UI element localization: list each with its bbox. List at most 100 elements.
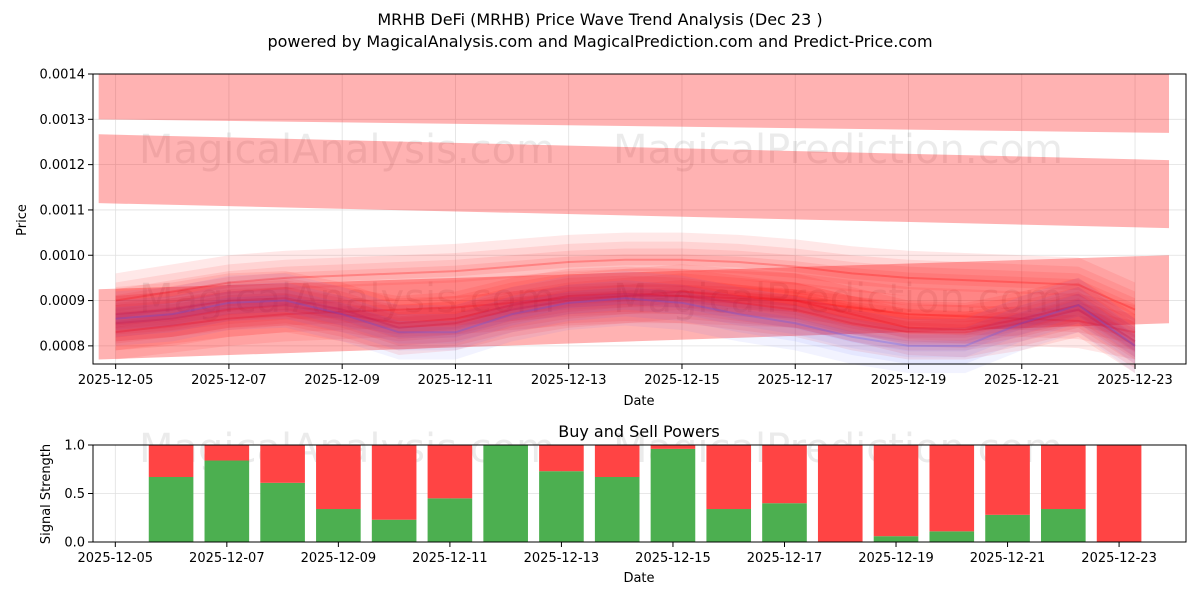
upper-wave-band — [98, 74, 1170, 133]
sell-bar — [260, 445, 305, 483]
watermark-prediction-top: MagicalPrediction.com — [613, 127, 1063, 173]
sell-bar — [427, 445, 473, 499]
wave-5-ribbon — [115, 292, 1136, 352]
wave-4-ribbon — [115, 284, 1136, 344]
buy-bar — [650, 448, 696, 542]
sell-bar — [873, 445, 919, 537]
wave-3-ribbon — [115, 241, 1136, 328]
sell-bar — [1041, 445, 1086, 510]
price-y-tick-label: 0.0009 — [40, 294, 86, 309]
signal-x-tick-label: 2025-12-11 — [412, 551, 488, 566]
price-waves — [115, 232, 1136, 374]
wave-1-line — [115, 290, 1136, 343]
price-x-tick-label: 2025-12-21 — [984, 373, 1060, 388]
price-y-tick-label: 0.0008 — [40, 339, 86, 354]
price-x-tick-label: 2025-12-15 — [644, 373, 720, 388]
sell-bar — [539, 445, 584, 472]
middle-wave-band — [98, 134, 1170, 229]
sell-bar — [985, 445, 1030, 515]
signal-y-axis: 0.0 0.5 1.0 — [64, 439, 93, 551]
sell-bar — [1096, 445, 1142, 542]
buy-bar — [1041, 509, 1086, 542]
wave-2-line — [115, 292, 1136, 347]
wave-2-ribbon — [115, 266, 1136, 374]
price-watermarks: MagicalAnalysis.com MagicalPrediction.co… — [139, 127, 1063, 322]
buy-bar — [260, 482, 305, 542]
price-bands — [98, 74, 1170, 360]
wave-1-ribbon — [115, 286, 1136, 347]
signal-panel: Buy and Sell Powers MagicalAnalysis.com … — [39, 422, 1187, 586]
buy-bar — [539, 471, 584, 542]
wave-5-ribbon — [115, 286, 1136, 358]
sell-bar — [316, 445, 361, 510]
wave-4-ribbon — [115, 277, 1136, 351]
buy-bar — [148, 477, 194, 542]
price-x-axis: 2025-12-05 2025-12-07 2025-12-09 2025-12-11… — [78, 364, 1173, 388]
price-panel: MagicalAnalysis.com MagicalPrediction.co… — [15, 68, 1187, 409]
buy-bar — [427, 498, 473, 542]
watermark-prediction-mid: MagicalPrediction.com — [613, 276, 1063, 322]
signal-x-tick-label: 2025-12-21 — [970, 551, 1046, 566]
price-x-tick-label: 2025-12-11 — [418, 373, 494, 388]
lower-wave-band — [98, 255, 1170, 360]
signal-x-tick-label: 2025-12-07 — [189, 551, 265, 566]
buy-bar — [929, 531, 975, 542]
wave-1-ribbon — [115, 264, 1136, 369]
signal-x-tick-label: 2025-12-17 — [747, 551, 823, 566]
signal-x-tick-label: 2025-12-09 — [301, 551, 377, 566]
sell-bar — [706, 445, 752, 510]
wave-5-ribbon — [115, 280, 1136, 364]
buy-bar — [483, 445, 528, 542]
buy-bar — [762, 503, 807, 542]
sell-bar — [148, 445, 194, 478]
sell-bar — [204, 445, 250, 461]
signal-x-tick-label: 2025-12-15 — [635, 551, 711, 566]
buy-bar — [371, 519, 417, 542]
price-y-axis: 0.0008 0.0009 0.0010 0.0011 0.0012 0.0013 0.00… — [40, 68, 93, 354]
buy-bar — [316, 509, 361, 542]
price-y-label: Price — [15, 204, 30, 236]
wave-3-line — [115, 258, 1136, 311]
signal-x-tick-label: 2025-12-23 — [1081, 551, 1157, 566]
chart-subtitle: powered by MagicalAnalysis.com and Magic… — [267, 32, 932, 51]
buy-bar — [985, 514, 1030, 542]
price-x-tick-label: 2025-12-05 — [78, 373, 154, 388]
signal-y-tick-label: 1.0 — [64, 439, 85, 454]
signal-x-label: Date — [623, 571, 654, 586]
signal-y-tick-label: 0.0 — [64, 536, 85, 551]
sell-bar — [817, 445, 863, 542]
watermark-analysis-top: MagicalAnalysis.com — [139, 127, 555, 173]
sell-bar — [594, 445, 640, 478]
buy-bar — [873, 536, 919, 542]
price-y-tick-label: 0.0014 — [40, 68, 86, 83]
wave-5-line — [115, 297, 1136, 347]
wave-2-ribbon — [115, 282, 1136, 358]
chart-title: MRHB DeFi (MRHB) Price Wave Trend Analys… — [377, 10, 822, 29]
wave-4-ribbon — [115, 268, 1136, 360]
wave-4-ribbon — [115, 290, 1136, 338]
signal-x-tick-label: 2025-12-05 — [78, 551, 154, 566]
sell-bar — [762, 445, 807, 504]
wave-4-line — [115, 295, 1136, 334]
wave-1-ribbon — [115, 280, 1136, 353]
price-x-tick-label: 2025-12-19 — [871, 373, 947, 388]
wave-3-ribbon — [115, 254, 1136, 316]
wave-5-ribbon — [115, 271, 1136, 374]
price-x-tick-label: 2025-12-13 — [531, 373, 607, 388]
sell-bar — [929, 445, 975, 532]
wave-3-ribbon — [115, 232, 1136, 337]
signal-x-tick-label: 2025-12-13 — [524, 551, 600, 566]
price-x-tick-label: 2025-12-09 — [304, 373, 380, 388]
price-y-tick-label: 0.0012 — [40, 158, 86, 173]
price-x-tick-label: 2025-12-23 — [1097, 373, 1173, 388]
price-y-tick-label: 0.0010 — [40, 249, 86, 264]
signal-title: Buy and Sell Powers — [558, 422, 720, 441]
signal-y-tick-label: 0.5 — [64, 487, 85, 502]
signal-bars — [148, 445, 1142, 542]
price-x-tick-label: 2025-12-17 — [757, 373, 833, 388]
price-y-tick-label: 0.0011 — [40, 203, 86, 218]
watermark-analysis-mid: MagicalAnalysis.com — [139, 276, 555, 322]
buy-bar — [706, 509, 752, 542]
signal-x-axis: 2025-12-05 2025-12-07 2025-12-09 2025-12-11… — [78, 542, 1157, 566]
